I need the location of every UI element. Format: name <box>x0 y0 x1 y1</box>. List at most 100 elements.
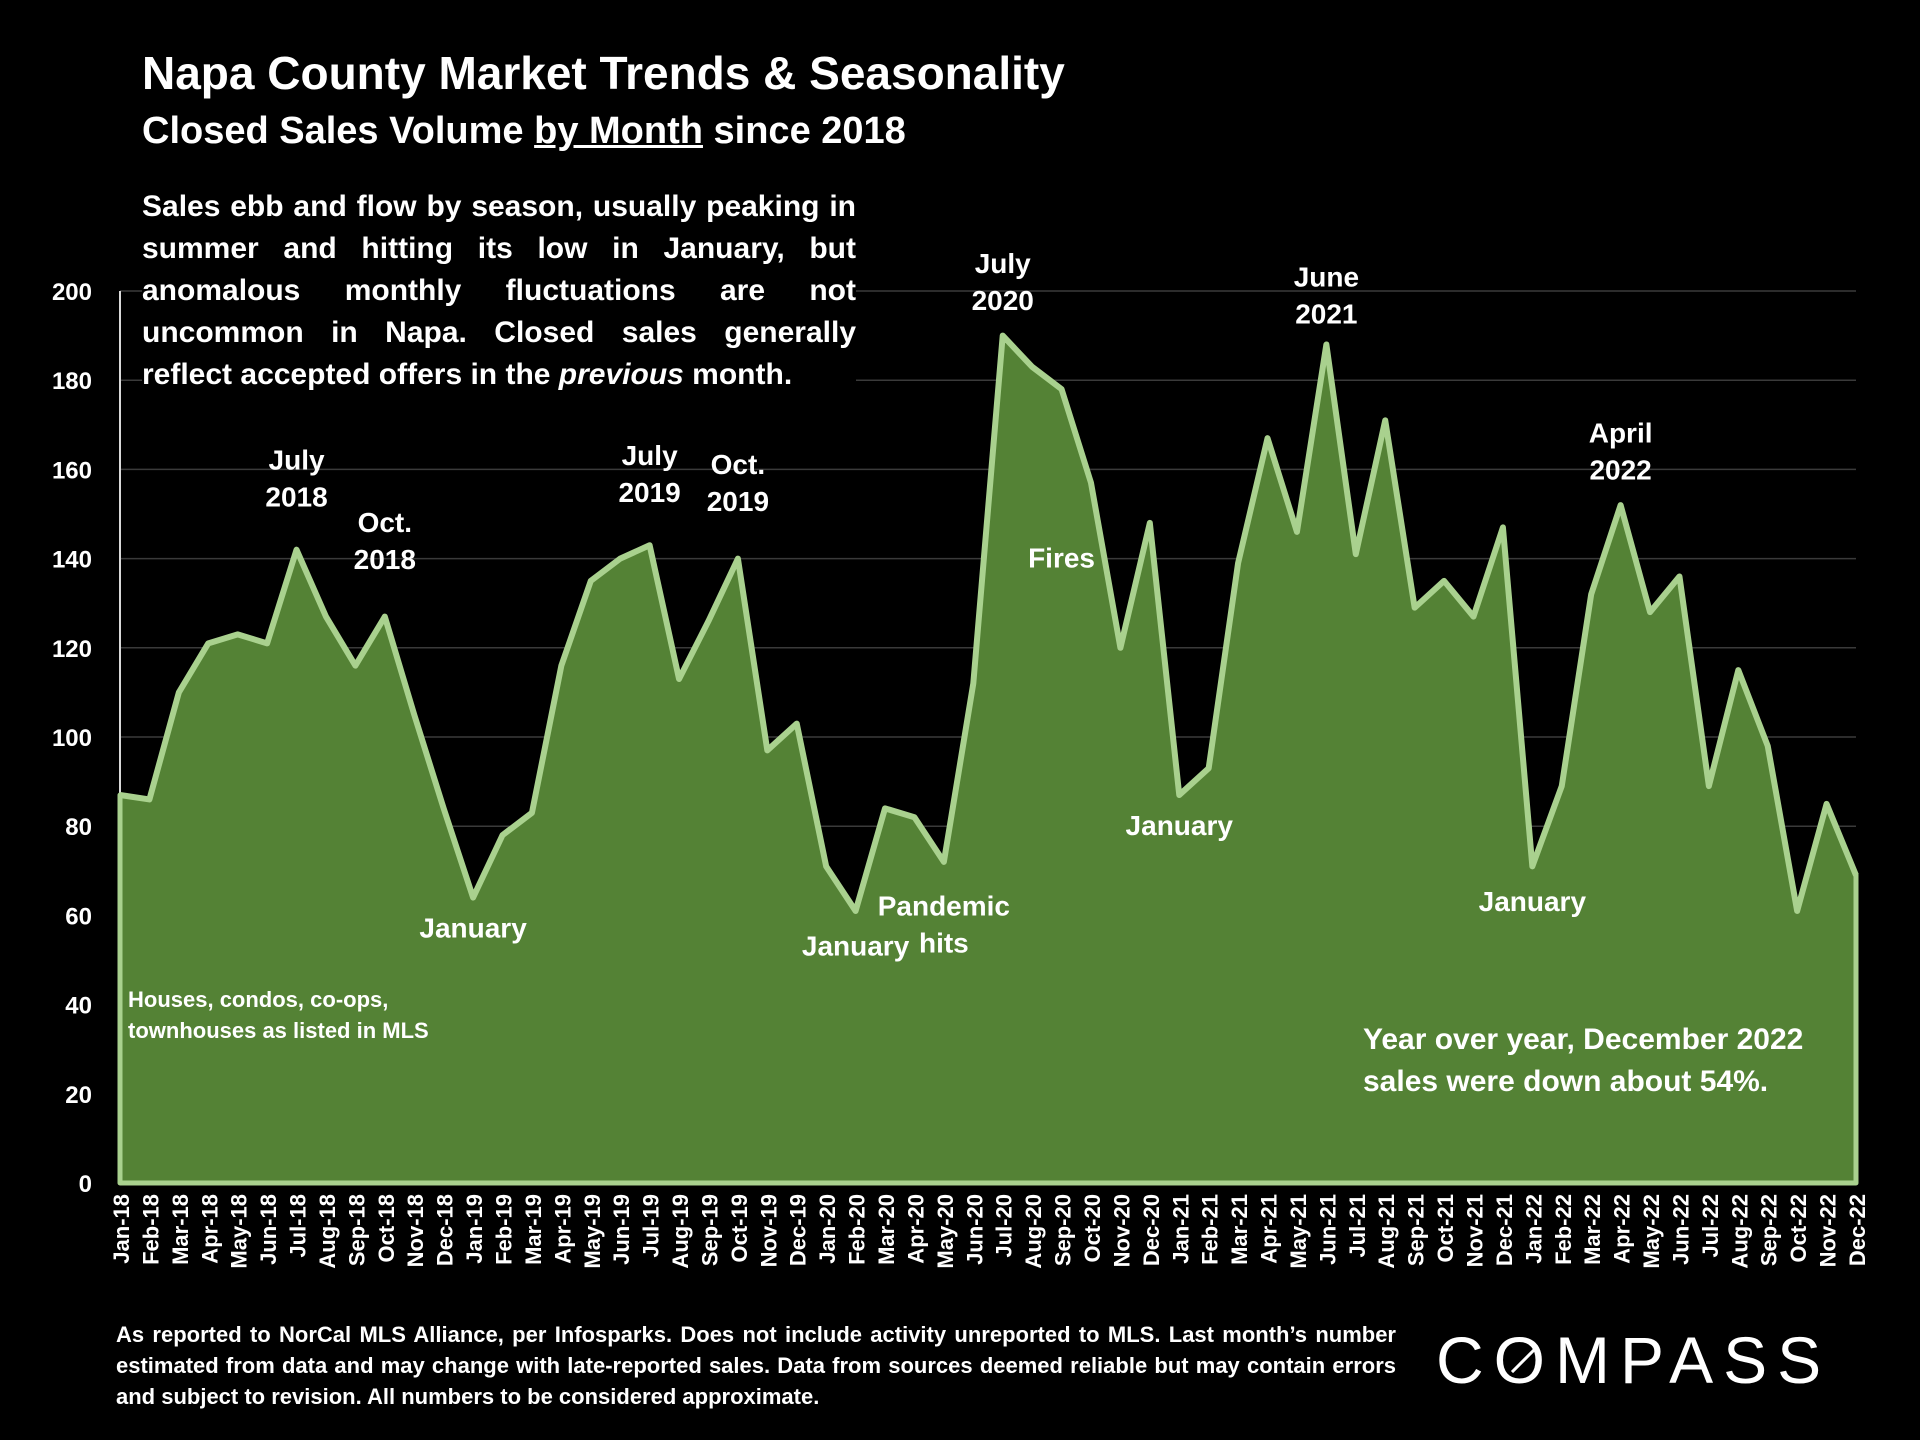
annotation-line: July <box>269 444 325 475</box>
x-tick-label: Dec-22 <box>1845 1194 1870 1266</box>
annotation-line: 2019 <box>618 477 680 508</box>
annotation-line: Fires <box>1028 543 1095 574</box>
note-line: Year over year, December 2022 <box>1363 1023 1803 1056</box>
x-tick-label: May-21 <box>1286 1194 1311 1269</box>
x-tick-label: Jun-20 <box>962 1194 987 1265</box>
note-line: Houses, condos, co-ops, <box>128 987 388 1012</box>
x-tick-label: Mar-18 <box>168 1194 193 1265</box>
chart-title: Napa County Market Trends & Seasonality <box>142 47 1065 99</box>
x-tick-label: Mar-19 <box>521 1194 546 1265</box>
x-tick-label: Oct-21 <box>1433 1194 1458 1262</box>
compass-logo: COMPASS <box>1436 1322 1831 1398</box>
y-tick-label: 0 <box>79 1171 92 1198</box>
x-tick-label: Mar-20 <box>874 1194 899 1265</box>
y-tick-label: 200 <box>52 279 92 306</box>
logo-letter-o: O <box>1493 1323 1556 1397</box>
annotation-line: July <box>975 248 1031 279</box>
subtitle-suffix: since 2018 <box>702 110 906 152</box>
chart-annotation: January <box>1479 886 1587 917</box>
yoy-note: Year over year, December 2022 sales were … <box>1363 1023 1803 1098</box>
chart-annotation: July 2018 <box>265 444 327 512</box>
x-tick-label: Sep-21 <box>1404 1194 1429 1266</box>
x-tick-label: Aug-19 <box>668 1194 693 1269</box>
x-tick-label: Jan-22 <box>1521 1194 1546 1264</box>
annotation-line: 2018 <box>354 544 416 575</box>
x-tick-label: Apr-20 <box>903 1194 928 1264</box>
subtitle-prefix: Closed Sales Volume <box>142 110 535 152</box>
x-tick-label: Jan-18 <box>109 1194 134 1264</box>
x-tick-label: Apr-22 <box>1610 1194 1635 1264</box>
chart-annotation: July 2020 <box>972 248 1034 316</box>
y-tick-label: 40 <box>65 993 92 1020</box>
x-tick-label: Nov-22 <box>1816 1194 1841 1267</box>
x-tick-label: May-19 <box>580 1194 605 1269</box>
chart-annotation: January <box>419 913 527 944</box>
chart-annotation: Oct. 2018 <box>354 507 416 575</box>
annotation-line: 2019 <box>707 486 769 517</box>
annotation-line: January <box>802 931 910 962</box>
y-tick-label: 180 <box>52 368 92 395</box>
x-tick-label: Jul-22 <box>1698 1194 1723 1258</box>
x-tick-label: Jul-20 <box>992 1194 1017 1258</box>
x-tick-label: Dec-21 <box>1492 1194 1517 1266</box>
logo-letter-c: C <box>1436 1323 1494 1397</box>
annotation-line: 2020 <box>972 285 1034 316</box>
y-tick-label: 80 <box>65 814 92 841</box>
annotation-line: 2022 <box>1589 455 1651 486</box>
x-tick-label: Nov-18 <box>403 1194 428 1267</box>
x-tick-label: Apr-18 <box>197 1194 222 1264</box>
subtitle-underlined: by Month <box>534 110 703 152</box>
x-tick-label: Nov-19 <box>756 1194 781 1267</box>
x-tick-label: Jun-18 <box>256 1194 281 1265</box>
source-footnote: As reported to NorCal MLS Alliance, per … <box>116 1322 1396 1409</box>
x-tick-label: Jul-19 <box>639 1194 664 1258</box>
x-tick-label: Jul-18 <box>286 1194 311 1258</box>
x-tick-label: Feb-19 <box>492 1194 517 1265</box>
property-types-note: Houses, condos, co-ops, townhouses as lis… <box>128 987 429 1043</box>
y-tick-label: 140 <box>52 547 92 574</box>
x-tick-label: Jun-22 <box>1668 1194 1693 1265</box>
x-tick-label: Feb-20 <box>845 1194 870 1265</box>
x-tick-label: Aug-20 <box>1021 1194 1046 1269</box>
x-tick-label: Aug-22 <box>1727 1194 1752 1269</box>
chart-annotation: Oct. 2019 <box>707 449 769 517</box>
x-tick-label: Sep-22 <box>1757 1194 1782 1266</box>
chart-annotation: January <box>1126 810 1234 841</box>
description-text-2: month. <box>683 358 793 391</box>
annotation-line: January <box>1479 886 1587 917</box>
y-tick-label: 160 <box>52 457 92 484</box>
annotation-line: July <box>622 440 678 471</box>
x-tick-label: Oct-22 <box>1786 1194 1811 1262</box>
x-tick-label: Sep-20 <box>1051 1194 1076 1266</box>
description-italic: previous <box>558 358 684 391</box>
note-line: townhouses as listed in MLS <box>128 1018 429 1043</box>
y-tick-label: 100 <box>52 725 92 752</box>
logo-letters-rest: MPASS <box>1555 1323 1832 1397</box>
x-tick-label: Jan-21 <box>1168 1194 1193 1264</box>
x-tick-label: Oct-18 <box>374 1194 399 1262</box>
x-tick-label: Dec-19 <box>786 1194 811 1266</box>
x-tick-label: Jan-19 <box>462 1194 487 1264</box>
chart-annotation: January <box>802 931 910 962</box>
annotation-line: June <box>1294 262 1359 293</box>
x-tick-label: May-22 <box>1639 1194 1664 1269</box>
chart-annotation: July 2019 <box>618 440 680 508</box>
y-tick-label: 60 <box>65 903 92 930</box>
annotation-line: Oct. <box>358 507 412 538</box>
x-tick-label: Nov-21 <box>1462 1194 1487 1267</box>
x-tick-label: Apr-19 <box>550 1194 575 1264</box>
chart-annotation: April 2022 <box>1589 418 1653 486</box>
annotation-line: January <box>419 913 527 944</box>
x-tick-label: Jul-21 <box>1345 1194 1370 1258</box>
x-tick-label: Sep-19 <box>697 1194 722 1266</box>
annotation-line: January <box>1126 810 1234 841</box>
chart-description: Sales ebb and flow by season, usually pe… <box>142 186 856 396</box>
x-tick-label: Feb-21 <box>1198 1194 1223 1265</box>
x-tick-label: Sep-18 <box>344 1194 369 1266</box>
x-tick-label: Jun-21 <box>1315 1194 1340 1265</box>
x-tick-label: Apr-21 <box>1257 1194 1282 1264</box>
y-tick-label: 120 <box>52 636 92 663</box>
x-tick-label: May-18 <box>227 1194 252 1269</box>
y-tick-label: 20 <box>65 1082 92 1109</box>
